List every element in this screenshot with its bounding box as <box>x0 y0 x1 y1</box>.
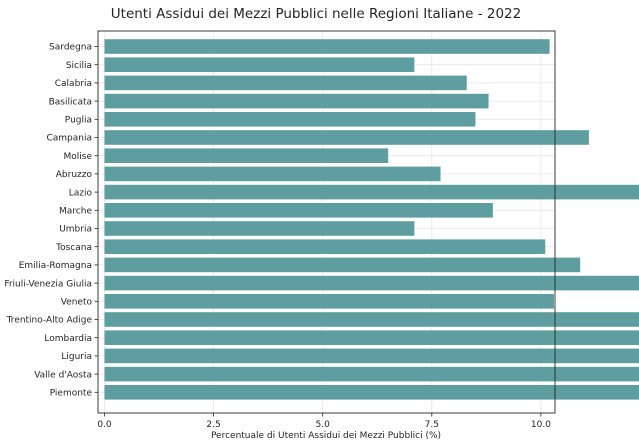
x-tick-label: 7.5 <box>425 420 439 430</box>
y-tick-label: Lombardia <box>44 334 92 344</box>
y-tick-label: Valle d'Aosta <box>34 370 92 380</box>
bar <box>105 94 489 109</box>
y-tick-label: Piemonte <box>50 389 93 399</box>
y-tick-label: Trentino-Alto Adige <box>6 316 93 326</box>
bar <box>105 148 389 163</box>
bar <box>105 294 554 309</box>
bar <box>105 130 589 145</box>
chart-title: Utenti Assidui dei Mezzi Pubblici nelle … <box>111 6 521 22</box>
y-tick-label: Sardegna <box>49 43 92 53</box>
bar <box>105 385 639 400</box>
bar <box>105 76 467 91</box>
y-tick-label: Liguria <box>61 352 92 362</box>
y-tick-label: Friuli-Venezia Giulia <box>4 279 92 289</box>
bar <box>105 57 415 72</box>
x-tick-label: 2.5 <box>206 420 220 430</box>
bar <box>105 276 639 291</box>
y-axis-ticks: Sardegna Sicilia Calabria Basilicata Puglia C… <box>4 43 98 399</box>
y-tick-label: Toscana <box>55 243 92 253</box>
bar <box>105 112 476 127</box>
y-tick-label: Basilicata <box>49 97 92 107</box>
bar <box>105 203 493 218</box>
y-tick-label: Molise <box>64 152 93 162</box>
y-tick-label: Umbria <box>59 225 92 235</box>
x-axis-label: Percentuale di Utenti Assidui dei Mezzi … <box>211 431 441 441</box>
y-tick-label: Campania <box>46 134 92 144</box>
bar <box>105 367 639 382</box>
bar <box>105 221 415 236</box>
bars <box>105 39 639 399</box>
y-tick-label: Puglia <box>65 116 92 126</box>
x-axis-ticks: 0.02.55.07.510.012.515.017.520.0 <box>97 413 639 430</box>
y-tick-label: Lazio <box>69 188 93 198</box>
y-tick-label: Emilia-Romagna <box>19 261 92 271</box>
y-tick-label: Abruzzo <box>56 170 93 180</box>
x-tick-label: 5.0 <box>316 420 331 430</box>
bar <box>105 258 581 273</box>
bar <box>105 239 546 254</box>
bar <box>105 330 639 345</box>
x-tick-label: 0.0 <box>97 420 112 430</box>
bar <box>105 349 639 364</box>
bar <box>105 185 639 200</box>
y-tick-label: Calabria <box>55 79 92 89</box>
bar <box>105 167 441 182</box>
x-tick-label: 10.0 <box>531 420 551 430</box>
y-tick-label: Marche <box>59 207 92 217</box>
y-tick-label: Sicilia <box>66 61 92 71</box>
y-tick-label: Veneto <box>61 298 93 308</box>
bar <box>105 39 550 54</box>
bar <box>105 312 639 327</box>
